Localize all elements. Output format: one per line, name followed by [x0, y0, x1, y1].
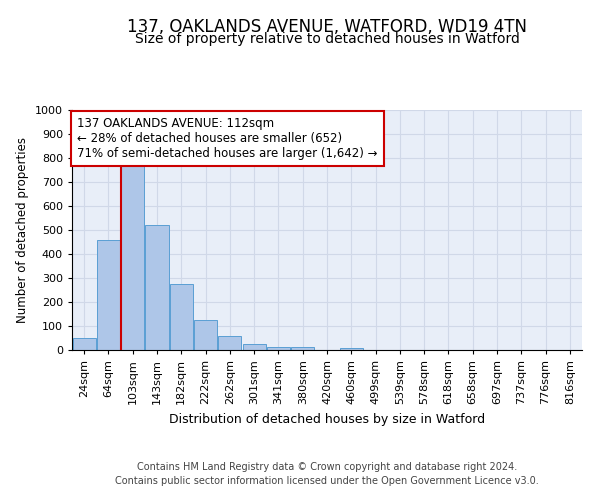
Text: 137 OAKLANDS AVENUE: 112sqm
← 28% of detached houses are smaller (652)
71% of se: 137 OAKLANDS AVENUE: 112sqm ← 28% of det…	[77, 117, 377, 160]
Bar	[340, 348, 363, 350]
Bar	[121, 156, 144, 350]
Bar	[145, 225, 169, 350]
Bar	[291, 347, 314, 350]
Bar	[218, 336, 241, 350]
Text: Size of property relative to detached houses in Watford: Size of property relative to detached ho…	[134, 32, 520, 46]
Bar	[170, 284, 193, 350]
Bar	[73, 338, 95, 350]
Text: 137, OAKLANDS AVENUE, WATFORD, WD19 4TN: 137, OAKLANDS AVENUE, WATFORD, WD19 4TN	[127, 18, 527, 36]
Bar	[194, 320, 217, 350]
Bar	[242, 344, 266, 350]
Text: Contains HM Land Registry data © Crown copyright and database right 2024.: Contains HM Land Registry data © Crown c…	[137, 462, 517, 472]
Bar	[267, 347, 290, 350]
Bar	[97, 240, 120, 350]
Text: Contains public sector information licensed under the Open Government Licence v3: Contains public sector information licen…	[115, 476, 539, 486]
Y-axis label: Number of detached properties: Number of detached properties	[16, 137, 29, 323]
Text: Distribution of detached houses by size in Watford: Distribution of detached houses by size …	[169, 412, 485, 426]
